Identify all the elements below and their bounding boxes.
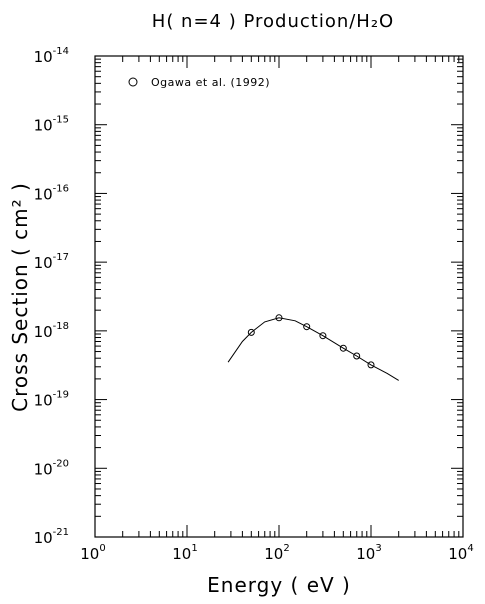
y-tick-label: 10-20 (34, 458, 69, 478)
x-tick-label: 104 (448, 543, 473, 563)
x-tick-label: 103 (356, 543, 381, 563)
y-tick-label: 10-21 (34, 527, 69, 547)
axis-ticks (94, 56, 463, 538)
x-tick-label: 101 (172, 543, 197, 563)
tick-labels: 100 101 102 103 104 10-21 10-20 10-19 10-18 10-17… (34, 46, 474, 563)
legend-label: Ogawa et al. (1992) (151, 76, 270, 89)
data-point (319, 332, 327, 340)
data-point (367, 361, 375, 369)
data-point (339, 344, 347, 352)
x-tick-label: 100 (80, 543, 105, 563)
data-point (353, 352, 361, 360)
y-tick-label: 10-18 (34, 321, 69, 341)
y-tick-label: 10-19 (34, 390, 69, 410)
data-point (303, 323, 311, 331)
data-point (247, 328, 255, 336)
legend-marker (128, 77, 138, 87)
y-tick-label: 10-16 (34, 183, 69, 203)
y-tick-label: 10-17 (34, 252, 69, 272)
y-axis-label: Cross Section ( cm² ) (8, 182, 32, 412)
fit-curve (227, 317, 399, 381)
y-tick-label: 10-14 (34, 46, 69, 66)
x-axis-label: Energy ( eV ) (207, 573, 351, 597)
legend: Ogawa et al. (1992) (128, 76, 270, 89)
y-tick-label: 10-15 (34, 115, 69, 135)
plot-frame (94, 55, 464, 538)
data-points (247, 314, 375, 369)
chart-title: H( n=4 ) Production/H₂O (152, 11, 394, 32)
data-point (275, 314, 283, 322)
x-tick-label: 102 (264, 543, 289, 563)
